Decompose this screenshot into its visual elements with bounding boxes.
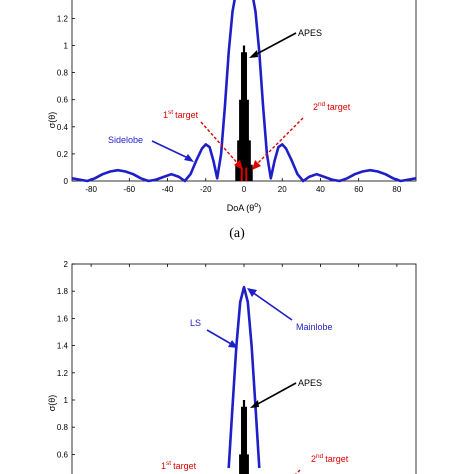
y-tick-label: 1.8	[57, 287, 69, 296]
second-target-word-b: target	[325, 454, 349, 464]
y-tick-label: 1.4	[57, 342, 69, 351]
panel-a-apes-series	[235, 45, 253, 181]
y-tick-label: 1.2	[57, 369, 69, 378]
x-tick-label: 20	[278, 185, 287, 194]
y-tick-label: 1	[64, 396, 69, 405]
first-target-sup: st	[168, 109, 173, 116]
mainlobe-label: Mainlobe	[296, 322, 333, 332]
panel-b-y-ticks: 0.6 0.8 1 1.2 1.4 1.6 1.8 2	[57, 260, 75, 459]
panel-b: 0.6 0.8 1 1.2 1.4 1.6 1.8 2 σ(θ) LS Mainlobe AP…	[47, 260, 417, 474]
y-tick-label: 0.4	[57, 123, 69, 132]
y-tick-label: 1	[64, 42, 69, 51]
panel-b-apes-series	[239, 400, 249, 474]
panel-a-y-ticks: 0 0.2 0.4 0.6 0.8 1 1.2	[57, 14, 75, 186]
first-target-sup-b: st	[166, 460, 171, 467]
x-tick-label: -20	[200, 185, 212, 194]
second-target-sup-b: nd	[316, 453, 324, 460]
panel-a: 00.20.40.60.811.2 -80 -60 -40 -20 0 20 40 60 80 …	[47, 0, 417, 241]
second-target-word: target	[327, 102, 351, 112]
y-tick-label: 0.2	[57, 150, 69, 159]
apes-arrow	[252, 32, 297, 57]
x-tick-label: -40	[162, 185, 174, 194]
apes-label-b: APES	[298, 378, 322, 388]
first-target-arrowhead	[234, 160, 243, 170]
second-target-num: 2	[313, 102, 318, 112]
y-tick-label: 0	[64, 177, 69, 186]
first-target-num-b: 1	[161, 461, 166, 471]
sidelobe-arrowhead	[184, 154, 194, 162]
x-tick-label: -60	[124, 185, 136, 194]
sidelobe-arrow	[151, 140, 189, 159]
mainlobe-arrowhead	[247, 288, 257, 297]
panel-a-x-axis-label: DoA (θo)	[227, 202, 261, 213]
apes-label: APES	[298, 28, 322, 38]
sidelobe-label: Sidelobe	[108, 135, 143, 145]
x-tick-label: 80	[392, 185, 401, 194]
x-tick-label: 40	[316, 185, 325, 194]
first-target-label-b: 1st target	[161, 460, 197, 471]
xlabel-end: )	[258, 203, 261, 213]
apes-arrowhead-b	[250, 400, 259, 408]
y-tick-label: 0.6	[57, 450, 69, 459]
x-tick-label: 0	[242, 185, 247, 194]
second-target-num-b: 2	[311, 454, 316, 464]
first-target-word: target	[175, 110, 199, 120]
first-target-word-b: target	[173, 461, 197, 471]
panel-b-ls-curve	[227, 285, 261, 469]
y-tick-label: 1.2	[57, 14, 69, 23]
panel-b-top-ticks	[90, 264, 398, 267]
first-target-label: 1st target	[163, 109, 199, 120]
second-target-arrow	[255, 117, 304, 166]
y-tick-label: 0.8	[57, 69, 69, 78]
panel-a-caption: (a)	[229, 226, 245, 241]
ls-arrowhead	[228, 340, 238, 348]
second-target-arrow-b	[295, 469, 301, 474]
second-target-label: 2nd target	[313, 101, 351, 112]
apes-arrowhead	[249, 50, 258, 58]
panel-a-ls-curve	[71, 0, 417, 183]
second-target-label-b: 2nd target	[311, 453, 349, 464]
ls-arrow	[206, 329, 234, 346]
mainlobe-arrow	[251, 291, 293, 321]
panel-b-y-axis-label: σ(θ)	[47, 395, 57, 412]
y-tick-label: 2	[64, 260, 69, 269]
second-target-sup: nd	[318, 101, 326, 108]
panel-a-y-axis-label: σ(θ)	[47, 112, 57, 129]
second-target-arrowhead	[252, 160, 261, 170]
y-tick-label: 1.6	[57, 314, 69, 323]
y-tick-label: 0.6	[57, 96, 69, 105]
ls-label: LS	[190, 318, 201, 328]
xlabel-main: DoA (θ	[227, 203, 255, 213]
first-target-num: 1	[163, 110, 168, 120]
x-tick-label: -80	[85, 185, 97, 194]
y-tick-label: 0.8	[57, 423, 69, 432]
x-tick-label: 60	[354, 185, 363, 194]
xlabel-degree-sup: o	[254, 202, 258, 209]
apes-arrow-b	[253, 382, 297, 407]
